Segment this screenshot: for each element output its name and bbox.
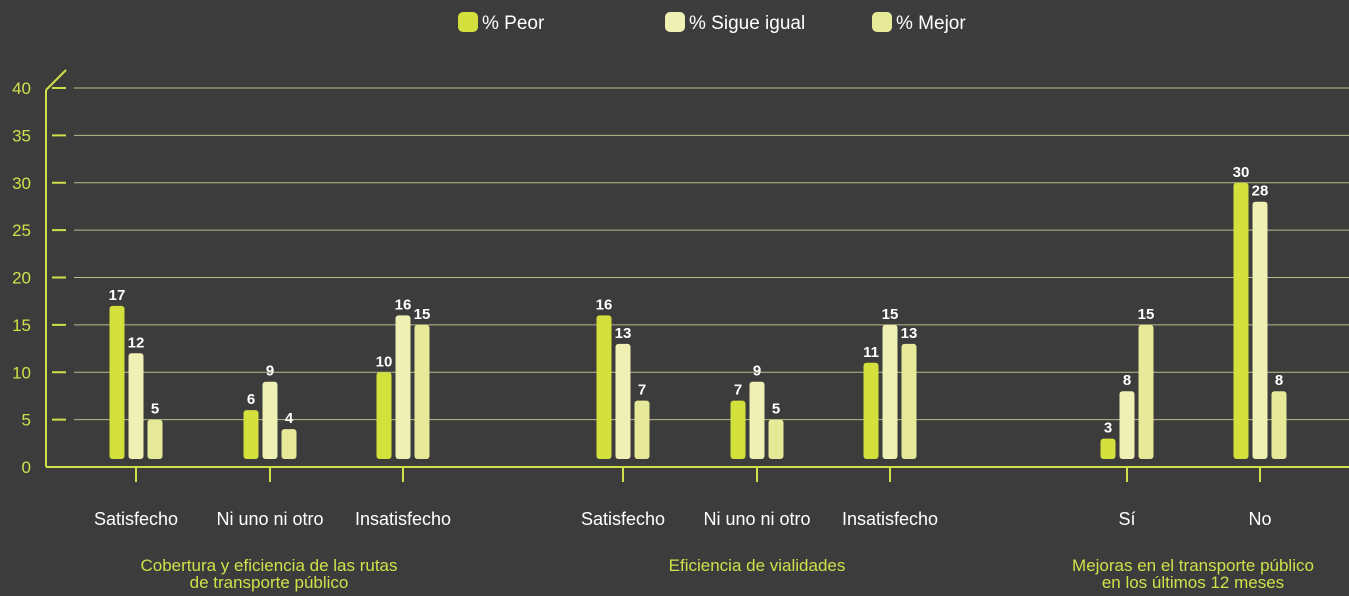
- value-label-g1-c1-s1: 9: [753, 363, 761, 380]
- legend-swatch-2: [872, 12, 892, 32]
- value-label-g2-c1-s2: 8: [1275, 372, 1283, 389]
- category-label-g1-c1: Ni uno ni otro: [703, 509, 810, 529]
- value-label-g0-c0-s1: 12: [128, 334, 145, 351]
- bar-g2-c1-s1: [1252, 201, 1268, 459]
- bar-g2-c0-s0: [1100, 438, 1116, 459]
- bar-g1-c1-s1: [749, 381, 765, 459]
- y-axis-break: [45, 69, 67, 91]
- group-label-1-line-0: Eficiencia de vialidades: [669, 556, 846, 575]
- bar-g0-c0-s0: [109, 305, 125, 459]
- category-label-g2-c0: Sí: [1118, 509, 1135, 529]
- group-label-2-line-0: Mejoras en el transporte público: [1072, 556, 1314, 575]
- bar-g0-c1-s2: [281, 429, 297, 459]
- y-tick-label-30: 30: [12, 174, 31, 193]
- value-label-g0-c0-s2: 5: [151, 401, 159, 418]
- bar-g0-c0-s1: [128, 353, 144, 459]
- value-label-g1-c2-s0: 11: [863, 344, 879, 361]
- legend-swatch-1: [665, 12, 685, 32]
- y-tick-label-10: 10: [12, 363, 31, 382]
- value-label-g1-c0-s0: 16: [596, 296, 613, 313]
- value-label-g0-c2-s0: 10: [376, 353, 393, 370]
- value-label-g0-c0-s0: 17: [109, 287, 126, 304]
- y-tick-label-0: 0: [22, 458, 31, 477]
- bar-g0-c0-s2: [147, 419, 163, 459]
- legend-swatch-0: [458, 12, 478, 32]
- value-label-g2-c0-s1: 8: [1123, 372, 1131, 389]
- y-tick-label-15: 15: [12, 316, 31, 335]
- y-tick-label-40: 40: [12, 79, 31, 98]
- gridlines: [74, 87, 1349, 421]
- group-label-0-line-1: de transporte público: [190, 573, 349, 592]
- bar-g2-c0-s1: [1119, 391, 1135, 459]
- value-label-g0-c2-s2: 15: [414, 306, 431, 323]
- bar-g1-c1-s0: [730, 400, 746, 459]
- bar-g0-c2-s2: [414, 324, 430, 459]
- y-tick-label-25: 25: [12, 221, 31, 240]
- value-label-g1-c2-s2: 13: [901, 325, 918, 342]
- category-label-g2-c1: No: [1248, 509, 1271, 529]
- legend: % Peor % Sigue igual % Mejor: [458, 12, 966, 34]
- value-label-g1-c1-s0: 7: [734, 382, 742, 399]
- y-tick-label-35: 35: [12, 126, 31, 145]
- group-label-2-line-1: en los últimos 12 meses: [1102, 573, 1284, 592]
- bar-g1-c2-s2: [901, 343, 917, 459]
- value-label-g2-c1-s1: 28: [1252, 183, 1269, 200]
- value-label-g0-c1-s0: 6: [247, 391, 255, 408]
- y-tick-label-5: 5: [22, 411, 31, 430]
- value-label-g0-c1-s2: 4: [285, 410, 294, 427]
- value-label-g1-c2-s1: 15: [882, 306, 899, 323]
- category-label-g1-c2: Insatisfecho: [842, 509, 938, 529]
- bar-g1-c0-s0: [596, 315, 612, 459]
- value-label-g0-c1-s1: 9: [266, 363, 274, 380]
- bar-g2-c1-s2: [1271, 391, 1287, 459]
- category-label-g0-c2: Insatisfecho: [355, 509, 451, 529]
- bar-g0-c2-s1: [395, 315, 411, 459]
- y-tick-label-20: 20: [12, 269, 31, 288]
- bar-g2-c1-s0: [1233, 182, 1249, 459]
- bars: [109, 182, 1287, 459]
- category-label-g1-c0: Satisfecho: [581, 509, 665, 529]
- bar-g1-c1-s2: [768, 419, 784, 459]
- category-label-g0-c1: Ni uno ni otro: [216, 509, 323, 529]
- category-label-g0-c0: Satisfecho: [94, 509, 178, 529]
- value-label-g2-c0-s0: 3: [1104, 420, 1112, 437]
- bar-g2-c0-s2: [1138, 324, 1154, 459]
- bar-g0-c1-s1: [262, 381, 278, 459]
- value-label-g1-c0-s1: 13: [615, 325, 632, 342]
- bar-g1-c2-s0: [863, 362, 879, 459]
- value-label-g1-c1-s2: 5: [772, 401, 780, 418]
- legend-label-2: % Mejor: [896, 13, 966, 34]
- legend-label-1: % Sigue igual: [689, 13, 805, 34]
- group-label-0-line-0: Cobertura y eficiencia de las rutas: [140, 556, 397, 575]
- bar-g0-c2-s0: [376, 372, 392, 459]
- bar-g0-c1-s0: [243, 410, 259, 459]
- bar-g1-c0-s2: [634, 400, 650, 459]
- legend-label-0: % Peor: [482, 13, 545, 34]
- value-label-g0-c2-s1: 16: [395, 296, 412, 313]
- bar-g1-c2-s1: [882, 324, 898, 459]
- value-label-g2-c1-s0: 30: [1233, 164, 1250, 181]
- value-label-g1-c0-s2: 7: [638, 382, 646, 399]
- value-label-g2-c0-s2: 15: [1138, 306, 1155, 323]
- bar-g1-c0-s1: [615, 343, 631, 459]
